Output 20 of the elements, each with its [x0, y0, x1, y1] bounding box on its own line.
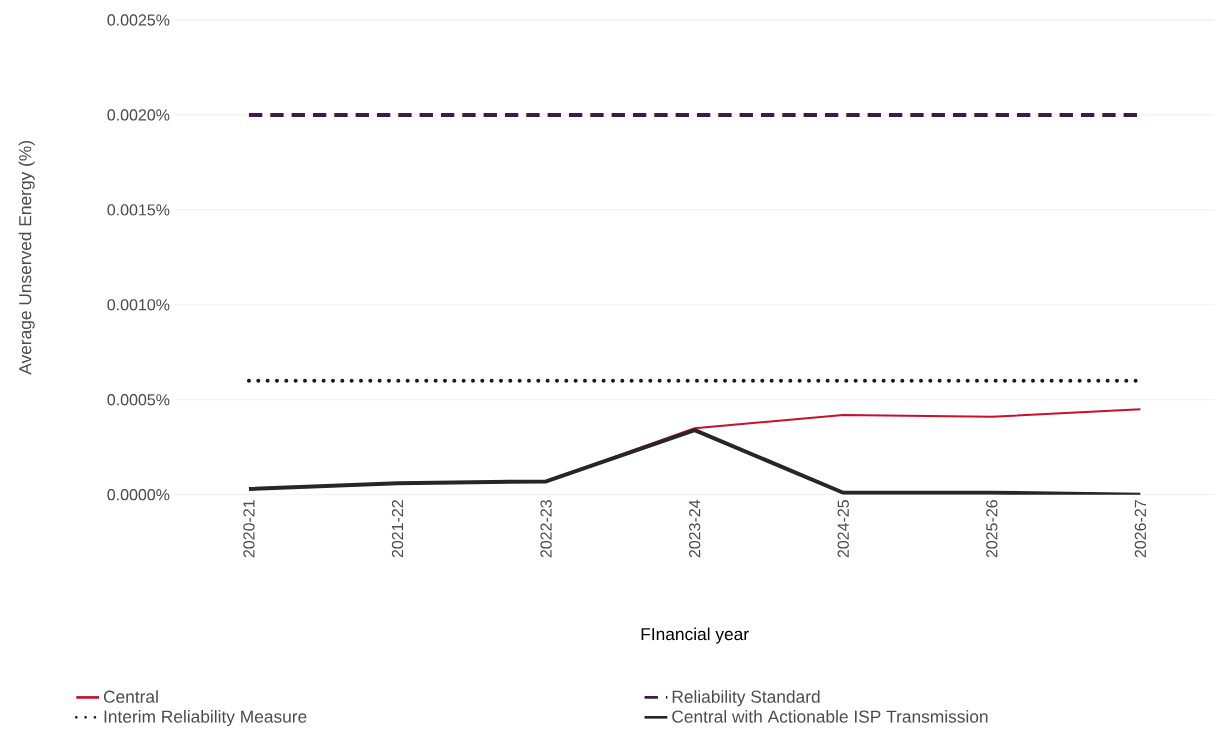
- x-axis-title: FInancial year: [641, 627, 749, 644]
- x-tick-label: 2023-24: [689, 499, 701, 558]
- legend-label: Interim Reliability Measure: [104, 710, 307, 727]
- x-tick-label: 2025-26: [986, 500, 998, 558]
- y-tick-label: 0.0005%: [107, 394, 170, 406]
- y-tick-label: 0.0020%: [107, 109, 170, 121]
- y-tick-label: 0.0015%: [107, 204, 170, 216]
- x-tick-label: 2022-23: [540, 500, 552, 558]
- legend-label: Central: [103, 690, 158, 703]
- x-tick-label: 2021-22: [391, 500, 404, 558]
- y-tick-label: 0.0000%: [107, 489, 170, 501]
- x-tick-label: 2026-27: [1134, 500, 1147, 558]
- y-tick-label: 0.0010%: [107, 299, 170, 311]
- y-tick-label: 0.0025%: [107, 14, 170, 26]
- x-tick-label: 2020-21: [243, 500, 255, 558]
- line-series: [246, 428, 1143, 495]
- legend-label: Reliability Standard: [672, 690, 820, 707]
- legend-label: Central with Actionable ISP Transmission: [672, 710, 988, 723]
- x-tick-label: 2024-25: [837, 500, 849, 558]
- y-axis-title: Average Unserved Energy (%): [18, 141, 35, 375]
